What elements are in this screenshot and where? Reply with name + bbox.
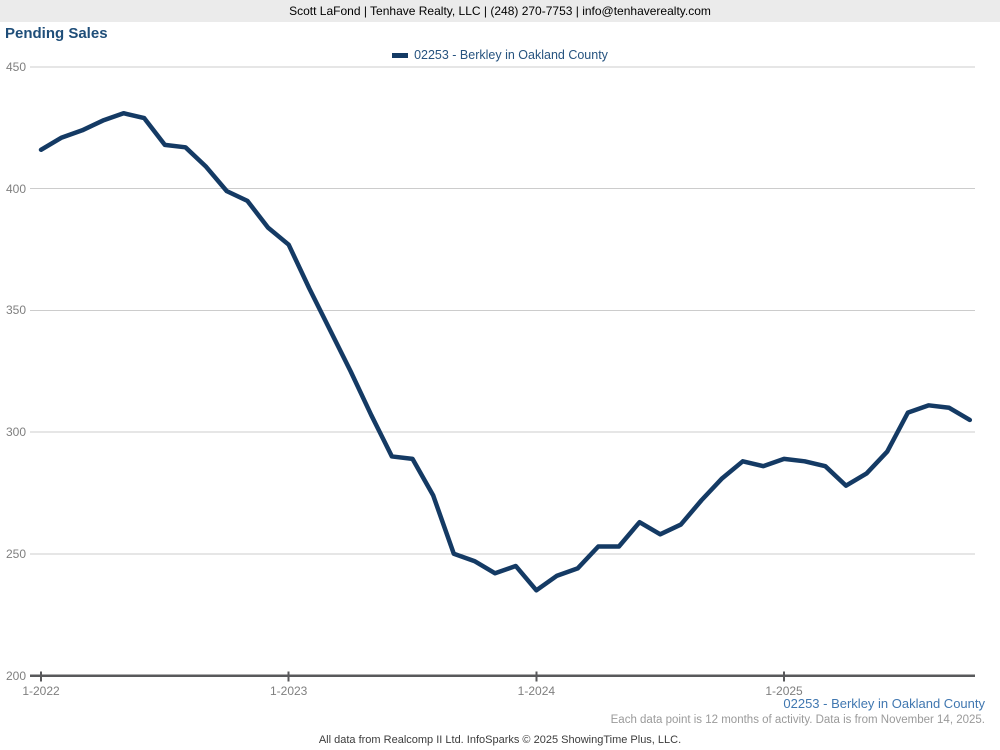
y-axis-label: 350 [5,303,26,318]
footer-note: Each data point is 12 months of activity… [610,714,985,726]
y-axis-label: 300 [5,425,26,440]
y-axis-label: 200 [5,668,26,683]
footer-credit: All data from Realcomp II Ltd. InfoSpark… [318,734,682,746]
page-title: Pending Sales [5,25,108,42]
x-axis-label: 1-2023 [269,683,308,698]
x-axis-label: 1-2022 [22,683,60,698]
y-axis-label: 400 [5,181,26,196]
header-bar: Scott LaFond | Tenhave Realty, LLC | (24… [0,0,1000,22]
legend-series-label: 02253 - Berkley in Oakland County [414,48,608,62]
y-axis-label: 450 [5,60,26,74]
series-line [38,110,973,593]
header-contact-text: Scott LaFond | Tenhave Realty, LLC | (24… [289,4,711,18]
chart-legend: 02253 - Berkley in Oakland County [0,47,1000,63]
y-axis-label: 250 [5,546,26,561]
x-axis-label: 1-2025 [765,683,803,698]
legend-line-swatch-icon [392,52,409,58]
x-axis-label: 1-2024 [517,683,556,698]
footer-series-label: 02253 - Berkley in Oakland County [783,696,985,711]
